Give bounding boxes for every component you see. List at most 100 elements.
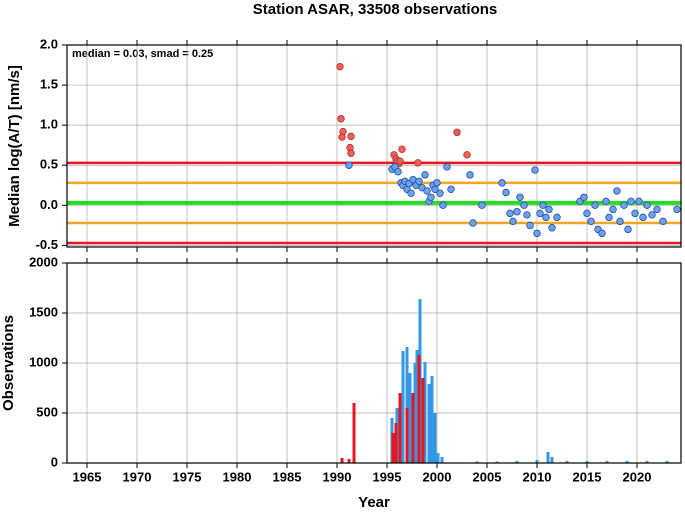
x-tick-label: 1980 [223, 469, 252, 484]
x-tick-label: 1995 [373, 469, 402, 484]
x-tick-label: 2015 [573, 469, 602, 484]
point [616, 217, 624, 226]
bar [605, 461, 609, 463]
x-tick-label: 2020 [623, 469, 652, 484]
point [635, 197, 643, 206]
x-tick-label: 2010 [523, 469, 552, 484]
point [423, 187, 431, 195]
point [398, 145, 406, 153]
y-tick-label: 500 [36, 404, 58, 419]
x-axis-label: Year [358, 494, 390, 511]
point [447, 185, 455, 193]
point [415, 177, 423, 185]
bar [475, 461, 479, 463]
point [466, 171, 474, 179]
point [407, 189, 415, 197]
point [627, 197, 635, 206]
bar [391, 433, 395, 463]
x-tick-label: 2005 [473, 469, 502, 484]
bar [415, 350, 419, 463]
bar [645, 461, 649, 463]
y-tick-label: 1.0 [40, 117, 58, 132]
bar [427, 384, 431, 463]
x-tick-label: 1990 [323, 469, 352, 484]
point [613, 187, 621, 195]
point [602, 197, 610, 206]
bar [585, 461, 589, 463]
point [639, 213, 647, 222]
point [531, 166, 539, 174]
bar [405, 347, 409, 463]
bar [495, 461, 499, 463]
bar [401, 351, 405, 463]
bar [417, 355, 421, 463]
x-tick-label: 2000 [423, 469, 452, 484]
point [545, 205, 553, 214]
point [523, 211, 531, 219]
chart-title: Station ASAR, 33508 observations [253, 1, 498, 18]
point [336, 62, 344, 71]
y-tick-label: 0.5 [40, 157, 58, 172]
bar [421, 378, 425, 463]
x-tick-label: 1985 [273, 469, 302, 484]
point [553, 213, 561, 222]
point [587, 217, 595, 226]
bar [436, 453, 440, 463]
point [605, 213, 613, 222]
point [580, 193, 588, 202]
point [453, 128, 461, 137]
bar [398, 393, 402, 463]
bar [550, 457, 554, 463]
point [439, 201, 447, 210]
y-tick-label: 1500 [29, 304, 58, 319]
point [433, 179, 441, 187]
point [338, 133, 346, 141]
point [347, 149, 355, 157]
point [516, 193, 524, 202]
point [337, 115, 345, 123]
bar [352, 403, 356, 463]
y-tick-label: 1000 [29, 354, 58, 369]
point [509, 217, 517, 226]
point [520, 201, 528, 210]
point [583, 209, 591, 218]
bar [535, 460, 539, 463]
y-axis-label: Median log(A/T) [nm/s] [6, 65, 23, 227]
y-tick-label: 1.5 [40, 77, 58, 92]
bar [565, 461, 569, 463]
x-tick-label: 1975 [173, 469, 202, 484]
point [631, 209, 639, 218]
y-tick-label: 0.0 [40, 197, 58, 212]
point [421, 171, 429, 179]
point [591, 201, 599, 210]
point [542, 213, 550, 222]
point [526, 221, 534, 230]
bar [433, 413, 437, 463]
y-tick-label: -0.5 [36, 237, 58, 252]
point [673, 205, 681, 214]
bar [411, 393, 415, 463]
point [653, 205, 661, 214]
x-tick-label: 1965 [73, 469, 102, 484]
point [643, 201, 651, 210]
bar [340, 458, 344, 463]
bar [625, 461, 629, 463]
point [394, 167, 402, 176]
bar [413, 363, 417, 463]
bar [347, 459, 351, 463]
bar [394, 423, 398, 463]
bar [405, 408, 409, 463]
bar [440, 457, 444, 463]
point [624, 225, 632, 234]
point [396, 157, 404, 165]
bar [546, 452, 550, 463]
point [427, 193, 435, 202]
point [620, 201, 628, 210]
point [659, 217, 667, 226]
point [609, 205, 617, 214]
point [548, 224, 556, 232]
point [463, 151, 471, 159]
point [443, 163, 451, 171]
y-tick-label: 0 [51, 454, 58, 469]
